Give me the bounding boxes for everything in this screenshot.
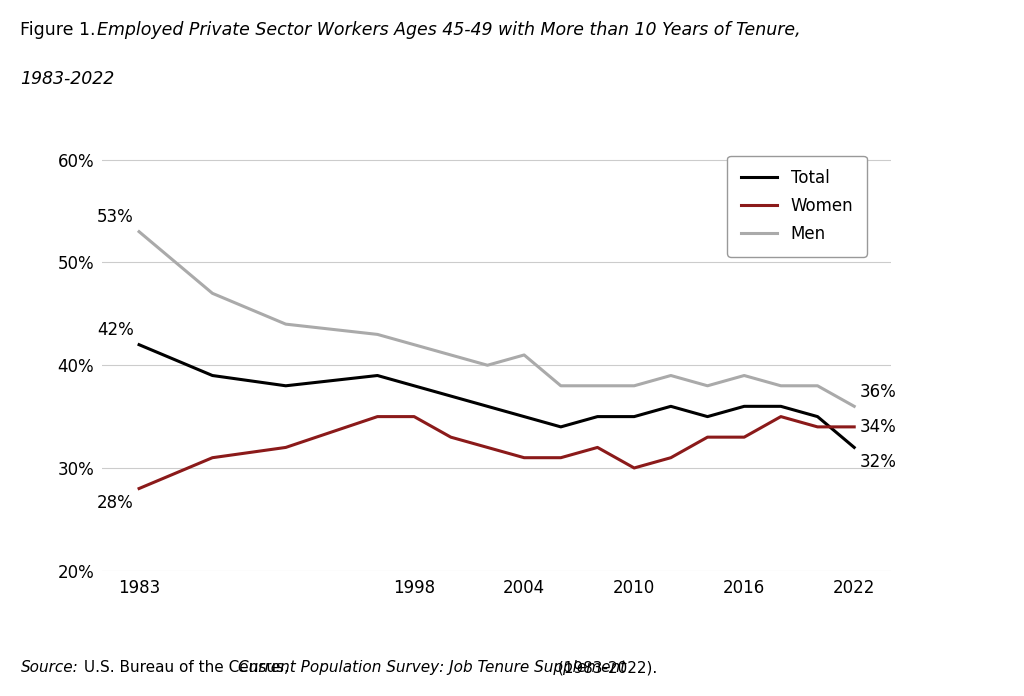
Men bbox=[848, 402, 860, 411]
Text: Employed Private Sector Workers Ages 45-49 with More than 10 Years of Tenure,: Employed Private Sector Workers Ages 45-… bbox=[97, 21, 801, 39]
Text: (1983-2022).: (1983-2022). bbox=[553, 660, 657, 675]
Women bbox=[408, 413, 420, 421]
Total bbox=[775, 402, 787, 411]
Women bbox=[701, 433, 714, 441]
Total bbox=[848, 443, 860, 452]
Men bbox=[133, 228, 145, 236]
Men bbox=[444, 351, 457, 359]
Men bbox=[280, 320, 292, 329]
Total bbox=[372, 372, 384, 380]
Total bbox=[481, 402, 494, 411]
Text: 34%: 34% bbox=[860, 418, 897, 436]
Women bbox=[811, 422, 823, 431]
Men bbox=[665, 372, 677, 380]
Total bbox=[133, 340, 145, 349]
Total bbox=[811, 413, 823, 421]
Line: Men: Men bbox=[139, 232, 854, 406]
Total bbox=[665, 402, 677, 411]
Women bbox=[133, 484, 145, 493]
Legend: Total, Women, Men: Total, Women, Men bbox=[727, 156, 866, 257]
Women bbox=[555, 454, 567, 462]
Line: Total: Total bbox=[139, 345, 854, 448]
Men bbox=[775, 381, 787, 390]
Women bbox=[280, 443, 292, 452]
Total bbox=[280, 381, 292, 390]
Text: Figure 1.: Figure 1. bbox=[20, 21, 101, 39]
Men bbox=[481, 361, 494, 370]
Men bbox=[206, 289, 218, 297]
Men bbox=[408, 340, 420, 349]
Total bbox=[518, 413, 530, 421]
Text: 53%: 53% bbox=[96, 208, 133, 226]
Total bbox=[408, 381, 420, 390]
Total bbox=[701, 413, 714, 421]
Text: U.S. Bureau of the Census,: U.S. Bureau of the Census, bbox=[79, 660, 294, 675]
Women bbox=[628, 464, 640, 472]
Text: 42%: 42% bbox=[96, 321, 133, 339]
Men bbox=[518, 351, 530, 359]
Text: Current Population Survey: Job Tenure Supplement: Current Population Survey: Job Tenure Su… bbox=[238, 660, 626, 675]
Text: 28%: 28% bbox=[96, 494, 133, 512]
Text: Source:: Source: bbox=[20, 660, 78, 675]
Men bbox=[811, 381, 823, 390]
Women bbox=[591, 443, 603, 452]
Women bbox=[444, 433, 457, 441]
Women bbox=[481, 443, 494, 452]
Total bbox=[628, 413, 640, 421]
Men bbox=[555, 381, 567, 390]
Total bbox=[555, 422, 567, 431]
Text: 1983-2022: 1983-2022 bbox=[20, 70, 115, 88]
Women bbox=[206, 454, 218, 462]
Men bbox=[701, 381, 714, 390]
Total bbox=[591, 413, 603, 421]
Text: 32%: 32% bbox=[860, 453, 897, 471]
Women bbox=[775, 413, 787, 421]
Women bbox=[848, 422, 860, 431]
Men bbox=[372, 330, 384, 338]
Women bbox=[738, 433, 751, 441]
Men bbox=[591, 381, 603, 390]
Text: 36%: 36% bbox=[860, 383, 897, 401]
Men bbox=[738, 372, 751, 380]
Women bbox=[518, 454, 530, 462]
Women bbox=[665, 454, 677, 462]
Men bbox=[628, 381, 640, 390]
Total bbox=[444, 392, 457, 400]
Total bbox=[206, 372, 218, 380]
Women bbox=[372, 413, 384, 421]
Total bbox=[738, 402, 751, 411]
Line: Women: Women bbox=[139, 417, 854, 489]
